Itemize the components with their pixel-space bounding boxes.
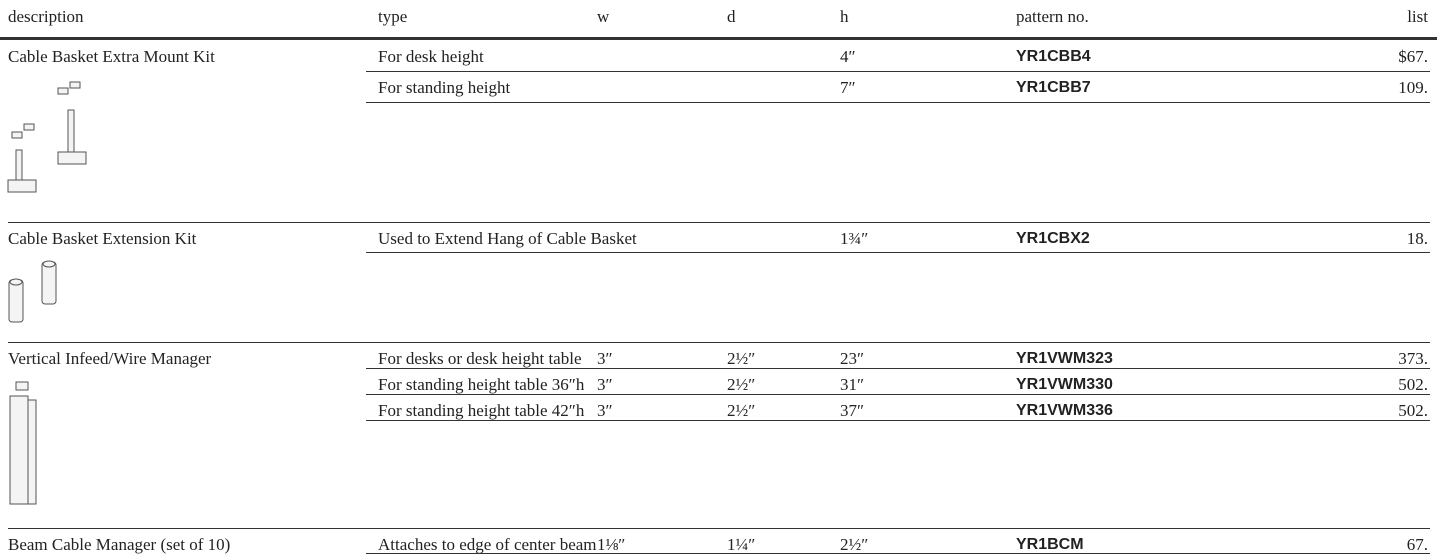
row-rule [366,553,1430,554]
row-rule [366,252,1430,253]
cell-h: 2½″ [840,535,869,554]
cell-list: 67. [1406,535,1428,554]
cell-w: 3″ [597,401,613,420]
cell-pattern: YR1VWM330 [1016,376,1113,393]
cell-list: 373. [1398,349,1428,368]
row-rule [366,71,1430,72]
cell-d: 2½″ [727,401,756,420]
cell-type: Used to Extend Hang of Cable Basket [378,229,637,248]
cell-h: 1¾″ [840,229,869,248]
cell-type: For desk height [378,47,484,66]
header-rule [0,37,1437,40]
column-header: list [1407,7,1428,26]
cell-list: 109. [1398,78,1428,97]
cell-w: 3″ [597,349,613,368]
cell-d: 1¼″ [727,535,756,554]
cell-type: Attaches to edge of center beam [378,535,597,554]
group-rule [8,222,1430,223]
cell-type: For standing height [378,78,511,97]
cell-list: 502. [1398,401,1428,420]
row-rule [366,102,1430,103]
cell-h: 4″ [840,47,856,66]
product-name: Cable Basket Extra Mount Kit [8,47,215,66]
cell-list: $67. [1398,47,1428,66]
cell-type: For standing height table 36″h [378,375,585,394]
column-header: pattern no. [1016,7,1089,26]
product-name: Vertical Infeed/Wire Manager [8,349,212,368]
row-rule [366,394,1430,395]
row-rule [366,420,1430,421]
cell-h: 37″ [840,401,865,420]
column-header: type [378,7,408,26]
extension-kit-icon [8,260,57,323]
product-name: Beam Cable Manager (set of 10) [8,535,231,554]
cell-w: 1⅛″ [597,535,626,554]
cell-list: 18. [1406,229,1428,248]
cell-pattern: YR1VWM323 [1016,350,1113,367]
cell-type: For desks or desk height table [378,349,582,368]
cell-h: 7″ [840,78,856,97]
column-header: d [727,7,736,26]
cell-pattern: YR1CBB7 [1016,79,1091,96]
cell-h: 23″ [840,349,865,368]
cell-w: 3″ [597,375,613,394]
column-header: w [597,7,610,26]
cell-pattern: YR1CBX2 [1016,230,1090,247]
cell-pattern: YR1BCM [1016,536,1084,553]
row-rule [366,368,1430,369]
cell-d: 2½″ [727,349,756,368]
mount-kit-icon [7,81,87,193]
group-rule [8,342,1430,343]
group-rule [8,528,1430,529]
cell-list: 502. [1398,375,1428,394]
cell-type: For standing height table 42″h [378,401,585,420]
cell-pattern: YR1VWM336 [1016,402,1113,419]
column-header: h [840,7,849,26]
wire-manager-icon [9,381,37,505]
column-header: description [8,7,84,26]
cell-d: 2½″ [727,375,756,394]
cell-h: 31″ [840,375,865,394]
cell-pattern: YR1CBB4 [1016,48,1091,65]
product-name: Cable Basket Extension Kit [8,229,197,248]
